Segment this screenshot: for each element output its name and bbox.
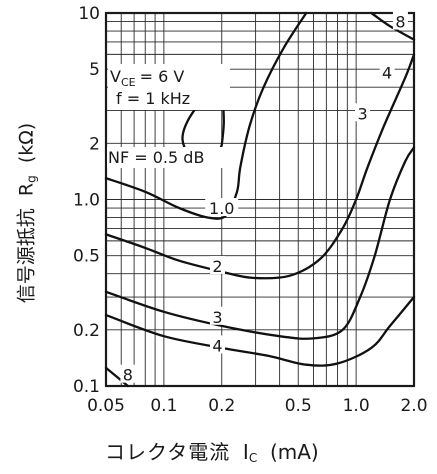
x-axis-label: コレクタ電流 IC (mA) bbox=[105, 440, 319, 465]
contour-labels: 1.0 2 3 4 8 8 3 4 bbox=[120, 11, 408, 385]
nf-label-bg bbox=[107, 147, 225, 168]
y-tick-label: 0.2 bbox=[73, 321, 100, 341]
y-tick-label: 2 bbox=[89, 134, 100, 154]
contour-line bbox=[104, 366, 130, 388]
x-tick-label: 0.1 bbox=[150, 396, 177, 416]
x-tick-label: 2.0 bbox=[400, 396, 427, 416]
y-tick-labels: 10 5 2 1.0 0.5 0.2 0.1 bbox=[73, 4, 100, 397]
y-tick-label: 1.0 bbox=[73, 191, 100, 211]
contour-label-bg bbox=[205, 198, 239, 217]
contour-label: 8 bbox=[123, 366, 133, 385]
contour-label-bg bbox=[379, 62, 395, 81]
x-tick-label: 0.2 bbox=[208, 396, 235, 416]
contour-label: 4 bbox=[382, 63, 392, 82]
y-tick-label: 5 bbox=[89, 60, 100, 80]
y-tick-label: 0.1 bbox=[73, 377, 100, 397]
y-tick-label: 10 bbox=[78, 4, 100, 24]
frequency-condition: f = 1 kHz bbox=[116, 89, 190, 108]
contour-label-bg bbox=[209, 255, 225, 274]
contour-label-bg bbox=[392, 11, 408, 30]
y-tick-label: 0.5 bbox=[73, 247, 100, 267]
contour-label-bg bbox=[209, 306, 225, 325]
x-tick-label: 1.0 bbox=[343, 396, 370, 416]
contour-label-bg bbox=[120, 364, 136, 383]
contour-label: 3 bbox=[357, 104, 367, 123]
contour-line bbox=[104, 295, 416, 367]
x-tick-labels: 0.05 0.1 0.2 0.5 1.0 2.0 bbox=[87, 396, 427, 416]
contour-label: 8 bbox=[395, 13, 405, 32]
y-axis-label: 信号源抵抗 Rg (kΩ) bbox=[15, 122, 39, 304]
contour-line bbox=[104, 11, 308, 220]
test-conditions: VCE = 6 V f = 1 kHz NF = 0.5 dB bbox=[107, 64, 230, 168]
contour-line bbox=[104, 53, 416, 280]
contour-line bbox=[370, 11, 416, 41]
contour-label: 1.0 bbox=[209, 199, 234, 218]
contour-label: 3 bbox=[212, 308, 222, 327]
x-tick-label: 0.05 bbox=[87, 396, 125, 416]
contour-label-bg bbox=[209, 335, 225, 354]
plot-frame bbox=[104, 11, 416, 388]
x-tick-label: 0.5 bbox=[285, 396, 312, 416]
contour-line bbox=[104, 146, 416, 340]
contour-label: 2 bbox=[212, 257, 222, 276]
contour-label: 4 bbox=[212, 336, 222, 355]
contour-label-bg bbox=[355, 103, 371, 122]
contour-lines bbox=[104, 11, 416, 388]
vce-condition: VCE = 6 V bbox=[110, 67, 184, 89]
nf-label: NF = 0.5 dB bbox=[108, 148, 204, 167]
